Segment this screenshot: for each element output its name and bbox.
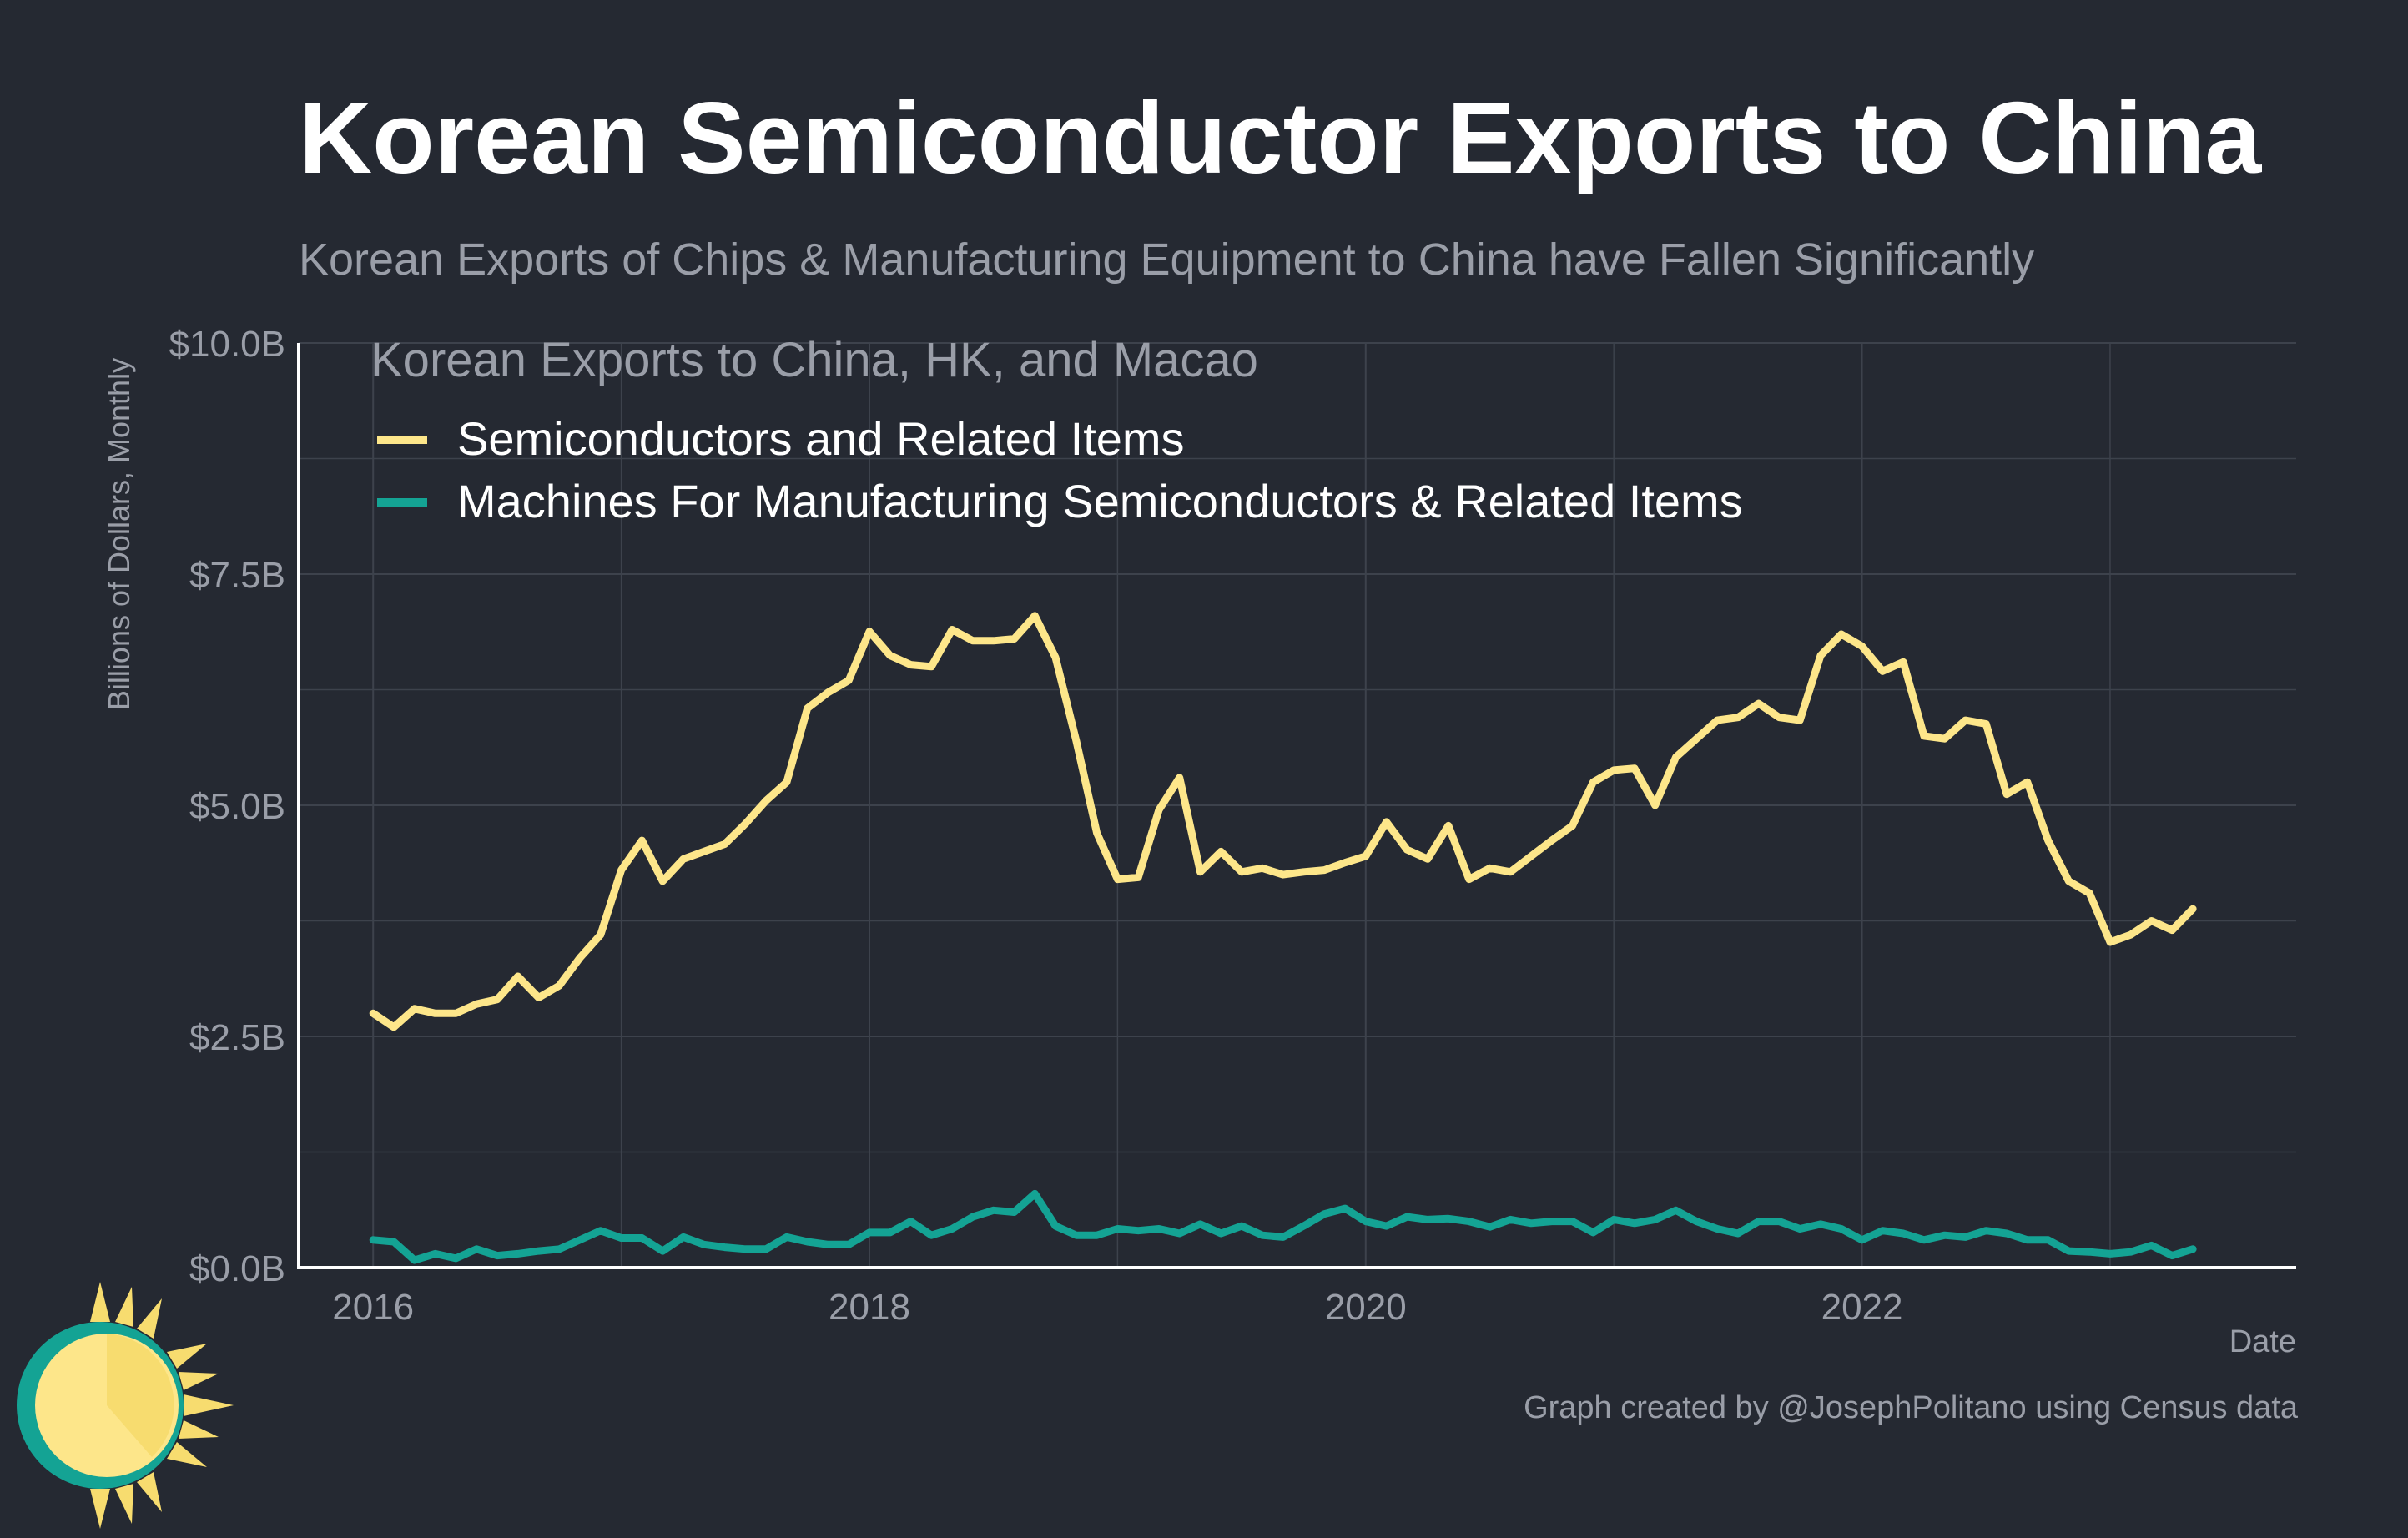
y-tick-label: $10.0B	[169, 324, 285, 365]
x-tick-label: 2020	[1325, 1287, 1407, 1328]
series-line-machines	[369, 1189, 2197, 1264]
sun-logo-icon	[17, 1282, 234, 1529]
y-tick-label: $5.0B	[189, 786, 285, 827]
x-tick-label: 2016	[332, 1287, 414, 1328]
grid	[299, 342, 2296, 1268]
legend-title: Korean Exports to China, HK, and Macao	[370, 333, 1258, 387]
x-tick-label: 2018	[829, 1287, 910, 1328]
y-tick-label: $0.0B	[189, 1248, 285, 1289]
y-axis-label: Billions of Dollars, Monthly	[102, 358, 136, 710]
x-axis-label: Date	[2229, 1324, 2296, 1359]
y-tick-label: $2.5B	[189, 1017, 285, 1058]
series-line-semiconductors	[369, 612, 2197, 1031]
y-tick-labels: $0.0B $2.5B $5.0B $7.5B $10.0B	[169, 324, 285, 1289]
legend-label-semiconductors[interactable]: Semiconductors and Related Items	[457, 412, 1185, 465]
legend-label-machines[interactable]: Machines For Manufacturing Semiconductor…	[457, 475, 1743, 527]
legend[interactable]: Korean Exports to China, HK, and Macao S…	[370, 333, 1743, 527]
sun-shade-icon	[107, 1334, 174, 1457]
source-caption: Graph created by @JosephPolitano using C…	[1524, 1390, 2298, 1425]
axes	[297, 343, 2296, 1269]
chart-subtitle: Korean Exports of Chips & Manufacturing …	[299, 234, 2035, 285]
sun-rays-icon	[90, 1282, 234, 1529]
x-tick-label: 2022	[1821, 1287, 1903, 1328]
x-tick-labels: 2016 2018 2020 2022	[332, 1287, 1902, 1328]
chart-title: Korean Semiconductor Exports to China	[299, 81, 2262, 194]
y-tick-label: $7.5B	[189, 555, 285, 596]
series	[369, 612, 2197, 1264]
